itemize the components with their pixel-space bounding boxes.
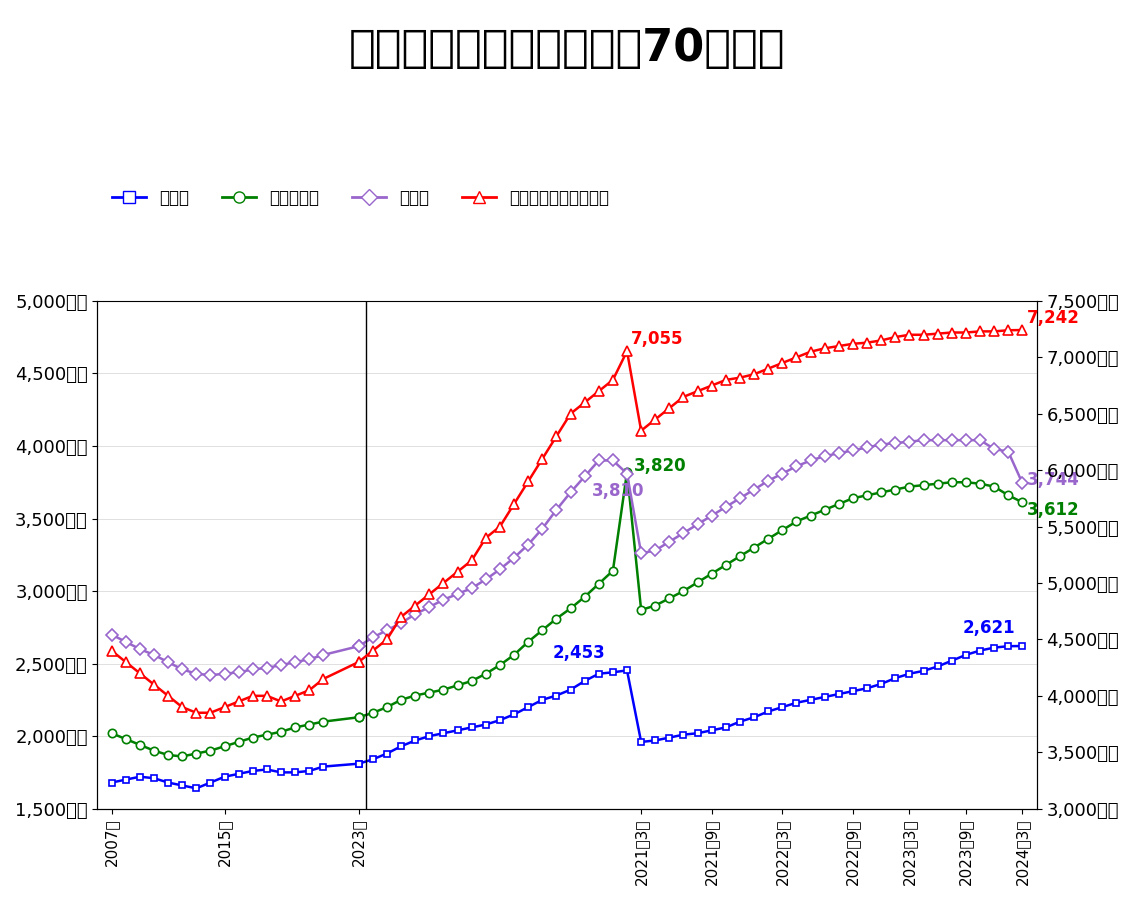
Text: 3,612: 3,612 (1026, 500, 1080, 518)
Text: 7,055: 7,055 (632, 329, 684, 347)
Text: 2,453: 2,453 (553, 644, 606, 662)
Text: 3,820: 3,820 (634, 457, 687, 475)
Text: 首都圏の中古マンション70㎡価格: 首都圏の中古マンション70㎡価格 (349, 27, 785, 70)
Text: 7,242: 7,242 (1026, 309, 1080, 327)
Legend: 千葉市, さいたま市, 横浜市, 東京都区部（右目盛）: 千葉市, さいたま市, 横浜市, 東京都区部（右目盛） (105, 183, 616, 213)
Text: 3,810: 3,810 (592, 482, 644, 500)
Text: 3,744: 3,744 (1026, 472, 1080, 490)
Text: 2,621: 2,621 (963, 619, 1015, 637)
